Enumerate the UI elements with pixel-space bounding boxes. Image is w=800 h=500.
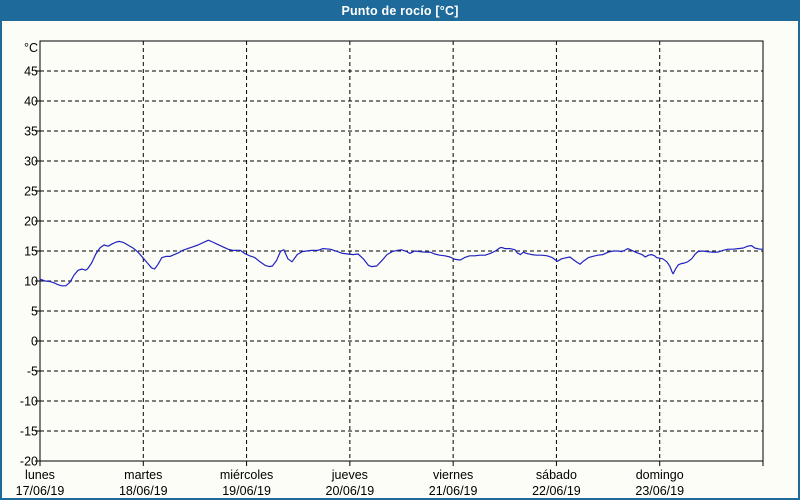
x-axis-day-label: lunes bbox=[25, 468, 55, 482]
y-axis-label: -5 bbox=[27, 365, 38, 379]
x-axis-date-label: 22/06/19 bbox=[532, 484, 581, 498]
x-axis-day-label: martes bbox=[124, 468, 162, 482]
x-axis-date-label: 17/06/19 bbox=[16, 484, 65, 498]
y-axis-label: 0 bbox=[31, 335, 38, 349]
y-axis-label: 25 bbox=[24, 185, 38, 199]
x-axis-date-label: 18/06/19 bbox=[119, 484, 168, 498]
x-axis-day-label: miércoles bbox=[220, 468, 274, 482]
x-axis-date-label: 20/06/19 bbox=[326, 484, 375, 498]
chart-title: Punto de rocío [°C] bbox=[341, 4, 459, 18]
y-axis-label: 30 bbox=[24, 155, 38, 169]
y-axis-label: 10 bbox=[24, 275, 38, 289]
y-axis-label: 20 bbox=[24, 215, 38, 229]
y-axis-label: 5 bbox=[31, 305, 38, 319]
y-axis-label: -20 bbox=[20, 455, 38, 469]
chart-area: °C 45 40 35 30 25 20 15 10 5 0 -5 -10 -15 -20 lunes 17/0… bbox=[2, 21, 798, 498]
y-axis-label: 15 bbox=[24, 245, 38, 259]
y-axis-label: -15 bbox=[20, 425, 38, 439]
y-axis-label: 35 bbox=[24, 125, 38, 139]
series-line-dew-point bbox=[39, 239, 764, 287]
x-axis-date-label: 19/06/19 bbox=[222, 484, 271, 498]
x-axis-day-label: domingo bbox=[636, 468, 684, 482]
y-axis-label: 45 bbox=[24, 65, 38, 79]
x-axis-day-label: sábado bbox=[536, 468, 577, 482]
x-axis-day-label: viernes bbox=[433, 468, 473, 482]
x-axis-day-label: jueves bbox=[331, 468, 368, 482]
y-axis-label: 40 bbox=[24, 95, 38, 109]
x-axis-date-label: 23/06/19 bbox=[635, 484, 684, 498]
x-axis-date-label: 21/06/19 bbox=[429, 484, 478, 498]
title-bar: Punto de rocío [°C] bbox=[2, 2, 798, 21]
y-axis-unit-label: °C bbox=[24, 41, 38, 55]
y-axis-label: -10 bbox=[20, 395, 38, 409]
